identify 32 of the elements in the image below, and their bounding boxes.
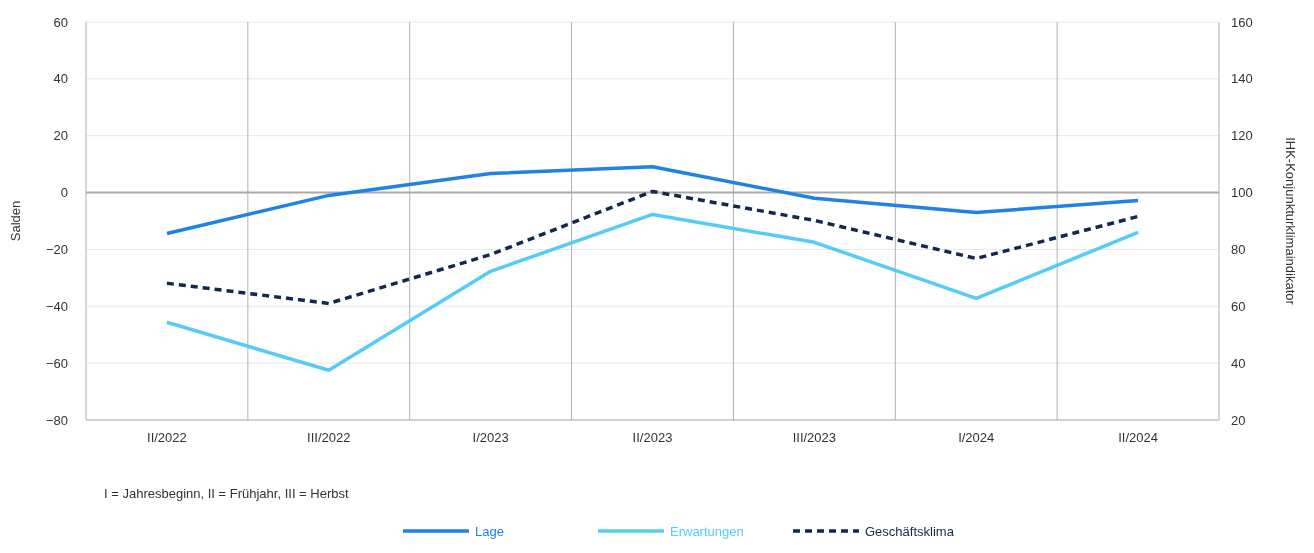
text: Lage — [475, 524, 504, 539]
y2-axis-title: IHK-Konjunkturklimaindikator — [1283, 137, 1298, 306]
line-series — [165, 189, 1140, 306]
x-tick-label: II/2023 — [632, 430, 673, 445]
y2-tick-label: 20 — [1231, 412, 1246, 428]
x-tick-label: I/2024 — [958, 430, 995, 445]
text: I = Jahresbeginn, II = Frühjahr, III = Herbst — [104, 486, 349, 501]
y2-tick-label: 100 — [1231, 185, 1253, 201]
y-tick-label: −60 — [45, 355, 68, 371]
y-tick-label: −40 — [45, 298, 68, 314]
text: Erwartungen — [670, 524, 744, 539]
y2-tick-label: 160 — [1231, 14, 1253, 30]
y2-tick-label: 60 — [1231, 298, 1246, 314]
x-tick-label: III/2022 — [307, 430, 351, 445]
y-axis-title: Salden — [8, 200, 23, 242]
y2-tick-label: 40 — [1231, 355, 1246, 371]
y-tick-label: 40 — [53, 71, 68, 87]
y-tick-label: 20 — [53, 128, 68, 144]
text: Geschäftsklima — [865, 524, 955, 539]
x-tick-label: II/2024 — [1118, 430, 1158, 445]
y2-tick-label: 80 — [1231, 241, 1246, 257]
x-tick-label: II/2022 — [147, 430, 187, 445]
y-tick-label: 0 — [60, 185, 68, 201]
y-tick-label: −20 — [45, 241, 68, 257]
y-tick-label: −80 — [45, 412, 68, 428]
line-series — [165, 164, 1140, 236]
x-tick-label: I/2023 — [472, 430, 509, 445]
y2-tick-label: 120 — [1231, 128, 1253, 144]
y-tick-label: 60 — [53, 14, 68, 30]
x-tick-label: III/2023 — [792, 430, 837, 445]
y2-tick-label: 140 — [1231, 71, 1253, 87]
line-series — [165, 212, 1140, 372]
